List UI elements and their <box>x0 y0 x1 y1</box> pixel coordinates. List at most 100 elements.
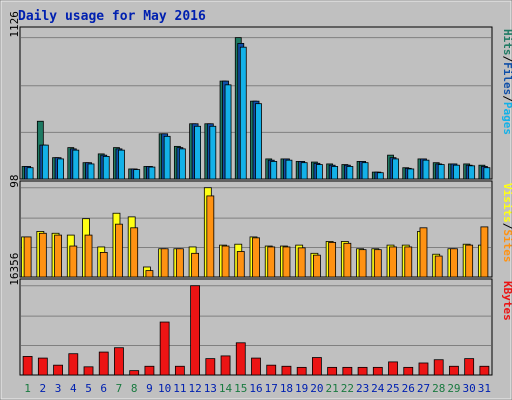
x-tick-label: 19 <box>295 382 308 395</box>
bar-pages-day-28 <box>437 164 445 180</box>
y-max-label: 16356 <box>8 253 21 286</box>
bar-pages-day-26 <box>407 168 415 180</box>
bar-kbytes-day-14 <box>220 355 231 376</box>
bar-sites-day-23 <box>358 249 367 278</box>
bar-pages-day-11 <box>178 148 186 180</box>
x-tick-label: 17 <box>265 382 278 395</box>
x-tick-label: 30 <box>463 382 476 395</box>
legend-item: Files <box>501 62 512 95</box>
bar-pages-day-9 <box>148 166 156 180</box>
bar-kbytes-day-12 <box>190 285 201 376</box>
bar-sites-day-19 <box>297 247 306 278</box>
x-tick-label: 1 <box>24 382 31 395</box>
bar-pages-day-29 <box>453 164 460 180</box>
x-tick-label: 29 <box>447 382 460 395</box>
x-tick-label: 9 <box>146 382 153 395</box>
x-tick-label: 6 <box>100 382 107 395</box>
legend-item: Visits <box>501 183 512 223</box>
bar-sites-day-3 <box>54 234 62 278</box>
bar-pages-day-1 <box>26 167 34 180</box>
bar-sites-day-28 <box>434 255 443 278</box>
bar-kbytes-day-29 <box>449 365 459 376</box>
bar-kbytes-day-31 <box>479 365 490 376</box>
legend-sv: Visits/Sites <box>501 183 512 263</box>
legend-item: / <box>501 223 512 230</box>
x-tick-label: 21 <box>326 382 339 395</box>
bar-kbytes-day-27 <box>418 362 429 376</box>
bar-sites-day-1 <box>23 236 32 278</box>
x-tick-label: 13 <box>204 382 217 395</box>
bar-kbytes-day-28 <box>433 359 444 376</box>
bar-sites-day-7 <box>115 223 123 278</box>
x-tick-label: 27 <box>417 382 430 395</box>
bar-sites-day-6 <box>99 251 108 278</box>
bar-pages-day-5 <box>87 163 95 180</box>
bar-pages-day-30 <box>468 165 476 180</box>
x-tick-label: 18 <box>280 382 293 395</box>
bar-pages-day-2 <box>41 144 49 180</box>
bar-pages-day-23 <box>361 162 369 180</box>
panel-sv: 98 Visits/Sites <box>8 174 512 278</box>
x-tick-label: 11 <box>173 382 186 395</box>
x-tick-label: 22 <box>341 382 354 395</box>
bar-sites-day-14 <box>221 245 230 278</box>
bar-sites-day-12 <box>191 252 200 278</box>
bar-kbytes-day-19 <box>296 366 307 376</box>
legend-item: KBytes <box>501 281 512 321</box>
bar-kbytes-day-11 <box>174 365 185 376</box>
bar-sites-day-5 <box>84 234 93 278</box>
bar-sites-day-15 <box>236 251 245 278</box>
bar-pages-day-13 <box>209 125 217 180</box>
bar-kbytes-day-4 <box>68 353 79 376</box>
x-tick-label: 7 <box>116 382 123 395</box>
bar-kbytes-day-10 <box>159 321 170 376</box>
x-tick-label: 5 <box>85 382 92 395</box>
bar-kbytes-day-3 <box>53 364 63 376</box>
legend-item: / <box>501 95 512 102</box>
bar-kbytes-day-22 <box>342 366 353 376</box>
bar-pages-day-19 <box>300 162 308 180</box>
bar-kbytes-day-5 <box>83 366 94 376</box>
x-tick-label: 2 <box>40 382 47 395</box>
legend-pfh: Hits/Files/Pages <box>501 29 512 135</box>
bar-pages-day-31 <box>483 167 491 180</box>
x-tick-label: 26 <box>402 382 415 395</box>
bar-sites-day-11 <box>175 248 184 278</box>
series-sites <box>23 195 489 278</box>
bar-pages-day-18 <box>285 159 293 180</box>
bar-sites-day-2 <box>38 232 47 278</box>
x-tick-label: 28 <box>432 382 445 395</box>
bar-pages-day-22 <box>346 166 354 180</box>
bar-sites-day-30 <box>465 244 474 278</box>
x-tick-label: 31 <box>478 382 491 395</box>
bar-kbytes-day-16 <box>251 357 261 376</box>
bar-sites-day-21 <box>328 241 337 278</box>
bar-kbytes-day-1 <box>22 356 33 376</box>
bar-kbytes-day-15 <box>235 342 246 376</box>
y-max-label: 98 <box>8 174 21 187</box>
bar-kbytes-day-23 <box>357 366 368 376</box>
bar-pages-day-8 <box>133 169 141 180</box>
bar-pages-day-20 <box>315 164 323 180</box>
bar-sites-day-27 <box>419 227 428 278</box>
bar-sites-day-24 <box>373 249 382 278</box>
series-kbytes <box>22 285 490 376</box>
bar-pages-day-6 <box>102 155 110 180</box>
bar-sites-day-31 <box>480 226 489 278</box>
bar-kbytes-day-17 <box>266 364 277 376</box>
x-tick-label: 8 <box>131 382 138 395</box>
bar-pages-day-17 <box>270 161 278 180</box>
bar-kbytes-day-2 <box>37 357 48 376</box>
bar-kbytes-day-8 <box>129 370 140 376</box>
bar-kbytes-day-24 <box>372 366 383 376</box>
x-tick-label: 4 <box>70 382 77 395</box>
x-tick-label: 25 <box>386 382 399 395</box>
bar-kbytes-day-21 <box>327 366 338 376</box>
bar-kbytes-day-6 <box>98 351 109 376</box>
bar-sites-day-10 <box>160 248 169 278</box>
x-tick-label: 16 <box>249 382 262 395</box>
legend-item: Pages <box>501 102 512 135</box>
